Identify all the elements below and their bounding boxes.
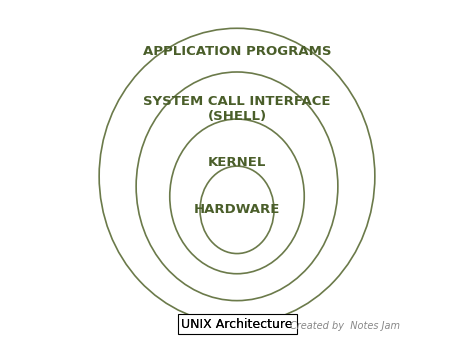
Text: HARDWARE: HARDWARE: [194, 203, 280, 216]
Text: APPLICATION PROGRAMS: APPLICATION PROGRAMS: [143, 45, 331, 58]
Text: UNIX Architecture: UNIX Architecture: [181, 318, 293, 331]
Text: KERNEL: KERNEL: [208, 156, 266, 169]
Text: SYSTEM CALL INTERFACE
(SHELL): SYSTEM CALL INTERFACE (SHELL): [143, 95, 331, 123]
Text: Created by  Notes Jam: Created by Notes Jam: [290, 321, 400, 331]
Text: UNIX Architecture: UNIX Architecture: [181, 318, 293, 331]
